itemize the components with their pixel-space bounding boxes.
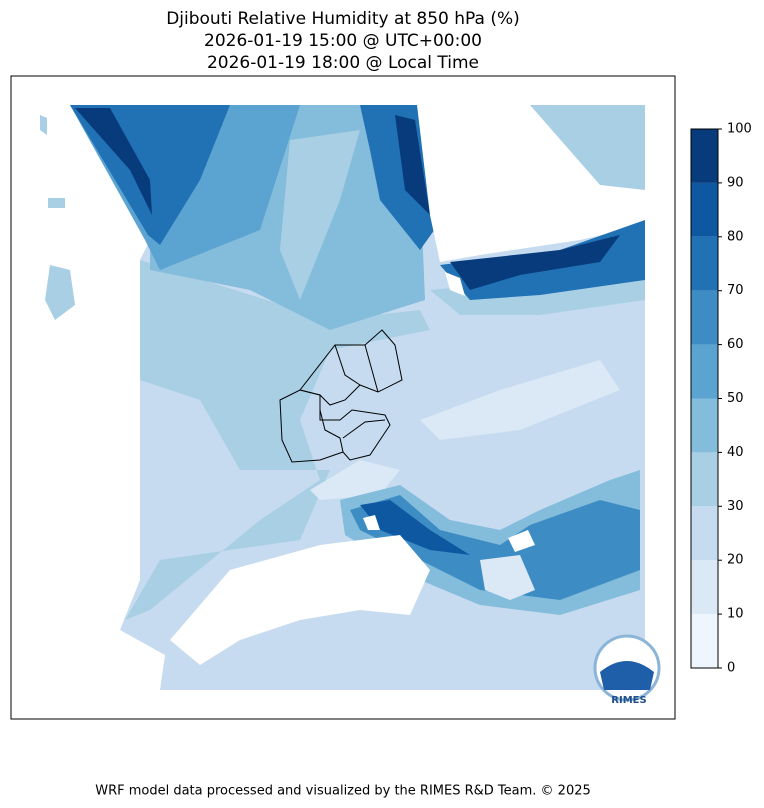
colorbar-band: [691, 506, 718, 561]
colorbar-tick-label: 90: [727, 175, 744, 190]
colorbar-tick-label: 20: [727, 553, 744, 568]
no-data: [170, 535, 430, 665]
no-data: [508, 530, 535, 552]
colorbar-tick-label: 40: [727, 445, 744, 460]
footer: WRF model data processed and visualized …: [95, 784, 591, 799]
contour: [125, 260, 430, 620]
colorbar-tick-label: 50: [727, 391, 744, 406]
colorbar-tick-label: 100: [727, 122, 752, 137]
colorbar: 0 10 20 30 40 50 60 70 80 90 100: [690, 122, 752, 676]
contour: [530, 105, 645, 190]
contour: [480, 555, 535, 600]
colorbar-band: [691, 452, 718, 507]
colorbar-band: [691, 290, 718, 345]
colorbar-tick-label: 60: [727, 337, 744, 352]
colorbar-tick-label: 80: [727, 229, 744, 244]
contour: [40, 115, 75, 320]
colorbar-tick-label: 70: [727, 283, 744, 298]
colorbar-band: [691, 236, 718, 291]
colorbar-tick-label: 30: [727, 499, 744, 514]
no-data: [445, 272, 465, 296]
map: RIMES: [10, 75, 676, 720]
colorbar-tick-label: 0: [727, 661, 735, 676]
contour: [360, 500, 470, 555]
country-border: [279, 329, 403, 463]
title-line: 2026-01-19 18:00 @ Local Time: [207, 53, 479, 73]
colorbar-band: [691, 614, 718, 668]
colorbar-band: [691, 182, 718, 237]
contour: [280, 130, 360, 300]
contour: [395, 115, 430, 215]
no-data: [417, 105, 645, 262]
no-data: [363, 515, 380, 530]
contour: [420, 360, 620, 440]
logo: RIMES: [593, 634, 661, 706]
contour: [310, 460, 400, 500]
colorbar-tick-label: 10: [727, 607, 744, 622]
colorbar-band: [691, 560, 718, 615]
colorbar-band: [691, 398, 718, 453]
colorbar-band: [691, 344, 718, 399]
contour: [75, 108, 152, 215]
title-line: 2026-01-19 15:00 @ UTC+00:00: [204, 31, 482, 51]
contour: [350, 495, 640, 600]
logo-text: RIMES: [611, 695, 646, 706]
colorbar-band: [691, 129, 718, 183]
contour: [450, 235, 620, 290]
map-frame: [10, 75, 676, 720]
title-line: Djibouti Relative Humidity at 850 hPa (%…: [166, 9, 520, 29]
